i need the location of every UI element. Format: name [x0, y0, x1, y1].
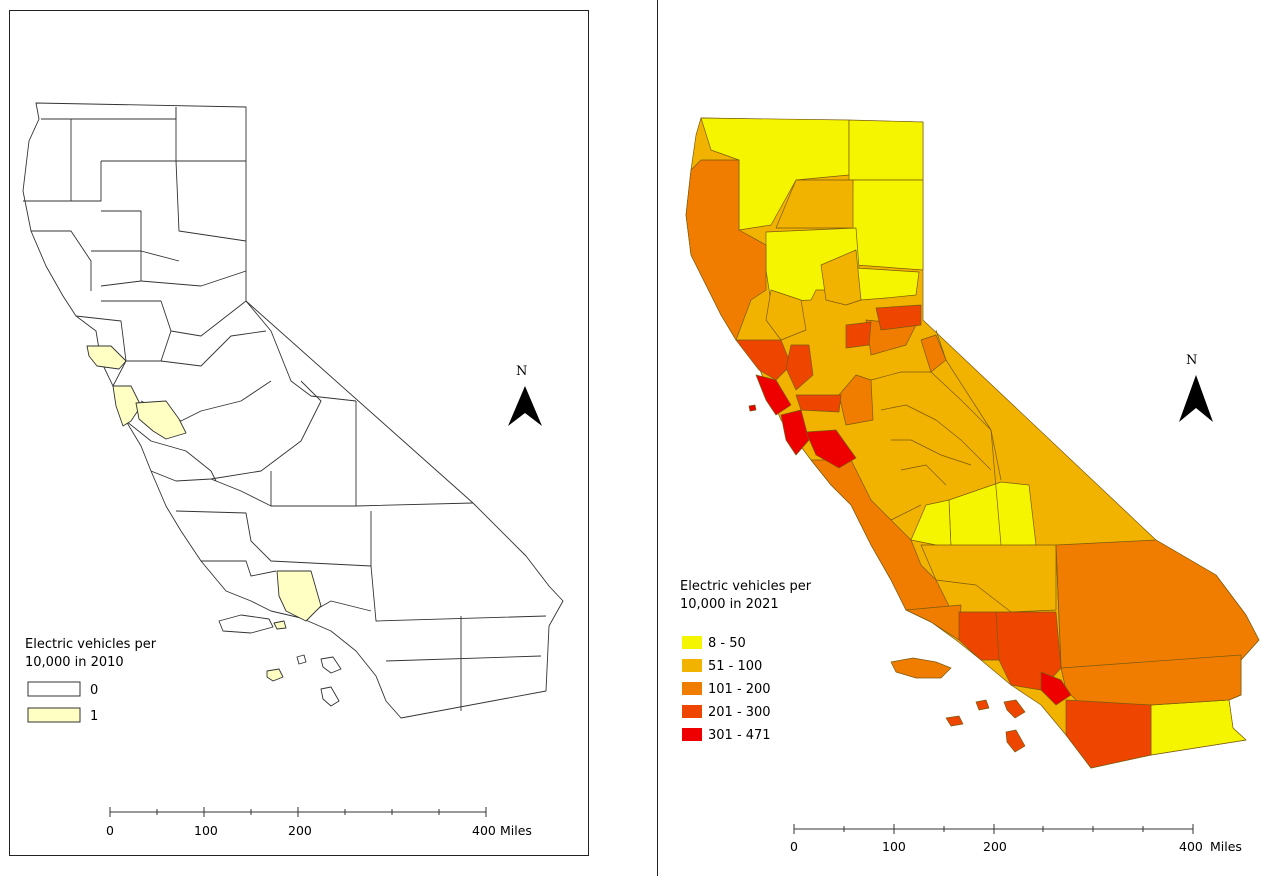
county-201-300 [1065, 699, 1152, 769]
scale-tick-0: 0 [106, 823, 114, 838]
county-value-1 [276, 570, 322, 622]
county-8-50 [848, 119, 924, 181]
county-201-300 [785, 344, 814, 391]
scale-tick-0: 0 [790, 839, 798, 854]
map-2021-svg: Electric vehicles per 10,000 in 2021 8 -… [680, 117, 1260, 854]
map-2010-svg: Electric vehicles per 10,000 in 2010 0 1… [22, 102, 564, 838]
legend-title-line1: Electric vehicles per [680, 579, 812, 594]
legend-swatch-4 [682, 728, 702, 741]
legend-label-1: 51 - 100 [708, 659, 762, 674]
scale-unit: Miles [1210, 839, 1242, 854]
north-label: N [516, 364, 527, 379]
legend-label-1: 1 [90, 709, 98, 724]
channel-island [890, 657, 952, 679]
channel-island [1003, 699, 1026, 719]
county-201-300 [958, 611, 1002, 661]
county-201-300 [875, 304, 922, 331]
county-8-50 [1150, 699, 1247, 756]
scale-unit: Miles [500, 823, 532, 838]
island-value-1 [273, 620, 287, 630]
county-101-200 [838, 374, 874, 426]
legend-label-4: 301 - 471 [708, 728, 771, 743]
north-arrow: N [508, 364, 542, 426]
channel-island [1005, 729, 1026, 753]
channel-island [218, 614, 274, 634]
county-201-300 [735, 339, 792, 381]
county-value-1 [135, 400, 187, 440]
scale-tick-200: 200 [983, 839, 1007, 854]
legend-title-line2: 10,000 in 2021 [680, 597, 779, 612]
county-301-471 [755, 374, 792, 416]
county-301-471 [780, 409, 810, 456]
legend-2010: Electric vehicles per 10,000 in 2010 0 1 [25, 637, 157, 724]
county-8-50 [850, 179, 924, 271]
legend-swatch-2 [682, 682, 702, 695]
county-301-471 [1040, 671, 1072, 706]
scale-tick-100: 100 [194, 823, 218, 838]
county-51-100 [820, 249, 862, 306]
county-101-200 [905, 604, 962, 641]
map-panel-2021: Electric vehicles per 10,000 in 2021 8 -… [657, 0, 1275, 876]
scale-tick-400: 400 [1179, 839, 1203, 854]
north-arrow-icon [508, 386, 542, 426]
legend-title-line1: Electric vehicles per [25, 637, 157, 652]
county-value-1 [86, 345, 127, 370]
map-panel-2010: Electric vehicles per 10,000 in 2010 0 1… [9, 10, 589, 856]
scale-bar-2021 [793, 824, 1194, 834]
county-101-200 [810, 459, 952, 611]
legend-swatch-0 [682, 636, 702, 649]
legend-title-line2: 10,000 in 2010 [25, 655, 124, 670]
legend-label-0: 0 [90, 683, 98, 698]
county-51-100 [765, 289, 807, 341]
north-arrow-icon [1179, 375, 1213, 422]
scale-tick-400: 400 [472, 823, 496, 838]
legend-label-0: 8 - 50 [708, 636, 746, 651]
legend-swatch-1 [27, 707, 81, 723]
california-outline-2010 [22, 102, 564, 719]
county-8-50 [855, 267, 920, 301]
legend-2021: Electric vehicles per 10,000 in 2021 8 -… [680, 579, 812, 743]
channel-island [296, 654, 307, 665]
channel-island [975, 699, 990, 711]
county-51-100 [775, 179, 854, 229]
legend-label-2: 101 - 200 [708, 682, 771, 697]
channel-island [320, 686, 340, 707]
channel-island [945, 715, 964, 727]
channel-island [320, 656, 342, 674]
island-value-1 [266, 668, 284, 682]
legend-swatch-1 [682, 659, 702, 672]
north-label: N [1186, 353, 1197, 368]
scale-tick-200: 200 [288, 823, 312, 838]
county-301-471 [805, 429, 857, 469]
county-value-1 [112, 385, 142, 427]
county-201-300 [795, 394, 842, 413]
county-201-300 [845, 321, 872, 349]
scale-tick-100: 100 [882, 839, 906, 854]
north-arrow: N [1179, 353, 1213, 422]
scale-bar-2010 [109, 807, 487, 817]
legend-swatch-0 [27, 681, 81, 697]
legend-label-3: 201 - 300 [708, 705, 771, 720]
farallon-island [748, 404, 757, 412]
legend-swatch-3 [682, 705, 702, 718]
